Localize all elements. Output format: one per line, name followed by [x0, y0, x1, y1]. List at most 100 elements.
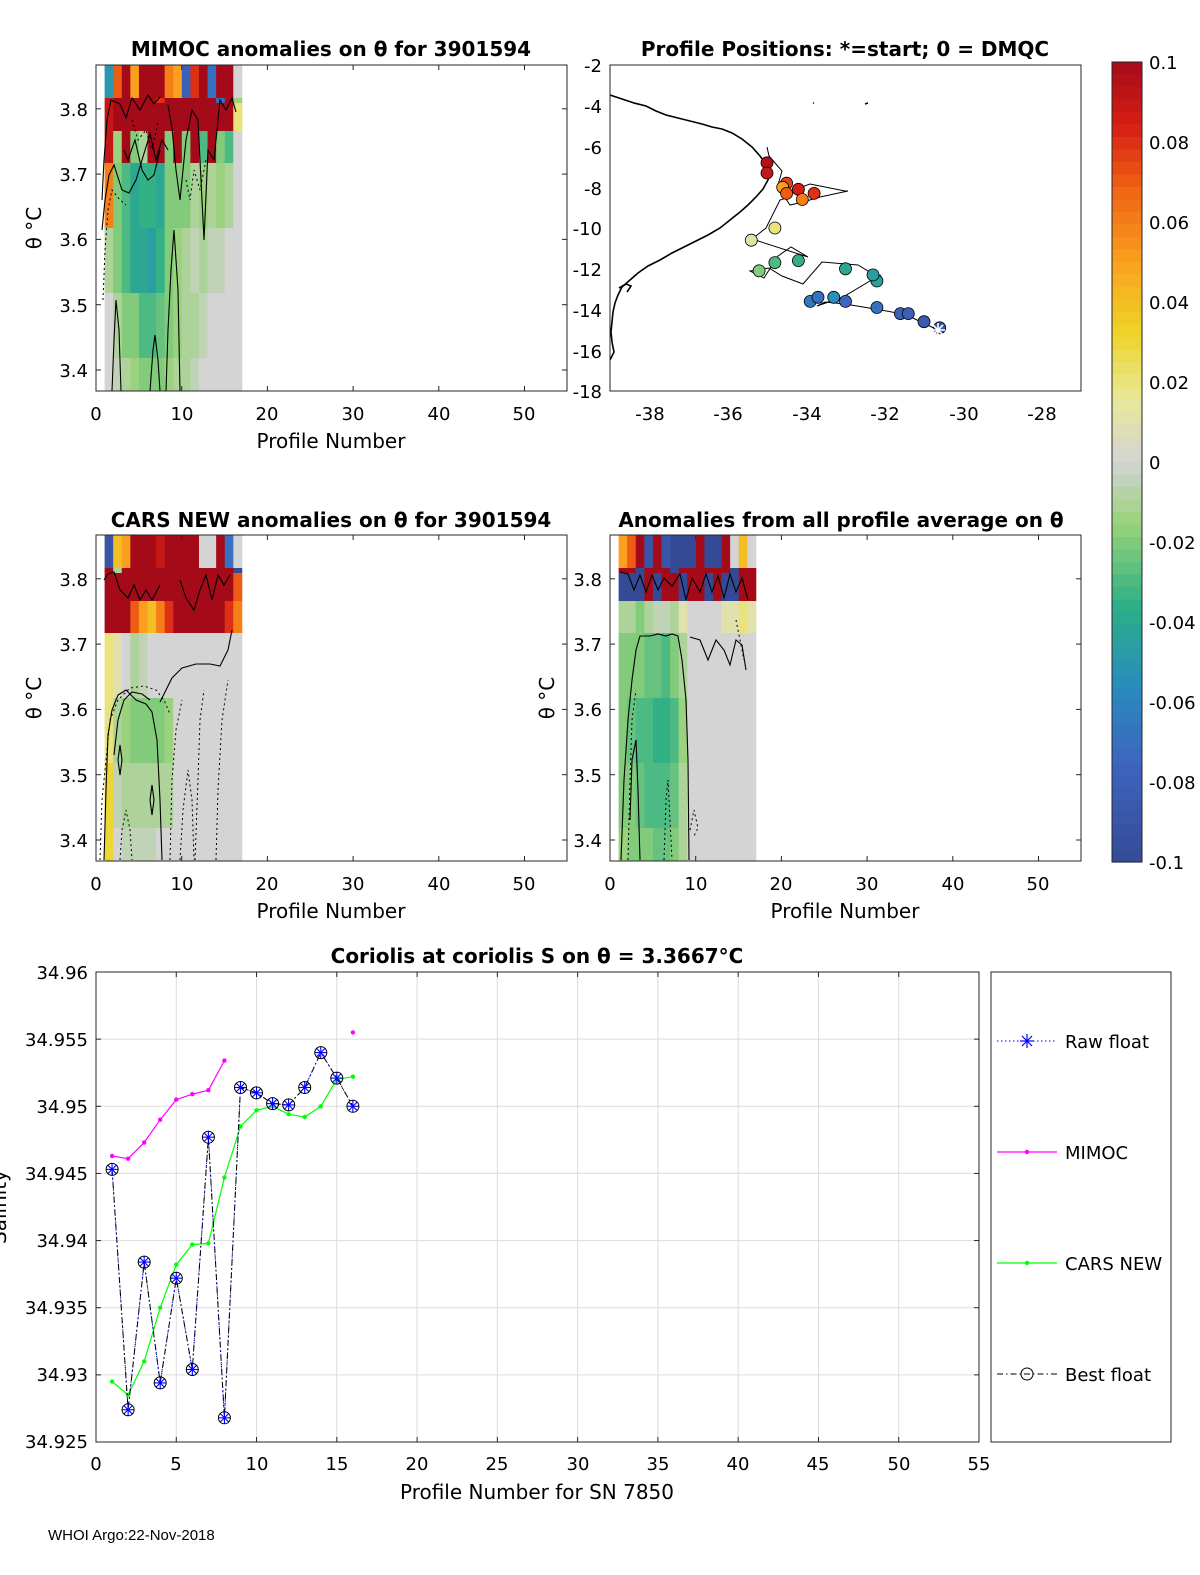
heatmap-cell — [130, 98, 140, 103]
colorbar-swatch — [1112, 837, 1142, 851]
positions-xtick: -28 — [1027, 404, 1056, 425]
heatmap-cell — [147, 763, 157, 828]
allavg-panel: Anomalies from all profile average on θ … — [535, 508, 1082, 923]
heatmap-cell — [173, 573, 183, 601]
cars-point — [350, 1074, 356, 1079]
allavg-xlabel: Profile Number — [771, 899, 921, 923]
allavg-xtick-labels: 0 10 20 30 40 50 — [604, 874, 1049, 895]
heatmap-cell — [233, 763, 243, 828]
heatmap-cell — [730, 828, 740, 861]
mimoc-ytick: 3.5 — [59, 296, 88, 317]
legend-raw-label: Raw float — [1065, 1032, 1149, 1053]
coastline — [610, 94, 869, 361]
colorbar-tick: -0.06 — [1149, 693, 1196, 714]
heatmap-cell — [181, 601, 191, 633]
heatmap-cell — [747, 573, 757, 601]
cars-point — [206, 1241, 211, 1246]
heatmap-cell — [198, 131, 208, 163]
allavg-ytick-labels: 3.4 3.5 3.6 3.7 3.8 — [573, 570, 602, 852]
heatmap-cell — [156, 163, 166, 228]
colorbar-swatch — [1112, 112, 1142, 126]
heatmap-cell — [224, 103, 234, 131]
heatmap-cell — [704, 828, 714, 861]
legend-cars-dot-icon — [1024, 1260, 1030, 1266]
heatmap-cell — [130, 698, 140, 763]
heatmap-cell — [113, 163, 123, 228]
heatmap-cell — [156, 828, 166, 861]
heatmap-cell — [687, 573, 697, 601]
profile-position-marker — [768, 221, 782, 235]
profile-position-marker — [870, 301, 884, 314]
coriolis-grid — [95, 971, 980, 1443]
profile-position-marker — [795, 193, 809, 206]
colorbar-swatch — [1112, 849, 1142, 863]
heatmap-cell — [644, 568, 654, 573]
heatmap-cell — [233, 358, 243, 391]
heatmap-cell — [712, 568, 722, 573]
heatmap-cell — [130, 293, 140, 358]
heatmap-cell — [147, 131, 157, 163]
cars-point — [286, 1112, 291, 1117]
heatmap-cell — [181, 293, 191, 358]
heatmap-cell — [173, 98, 183, 103]
heatmap-cell — [224, 573, 234, 601]
heatmap-cell — [687, 698, 697, 763]
heatmap-cell — [198, 103, 208, 131]
heatmap-cell — [156, 358, 166, 391]
colorbar-swatch — [1112, 149, 1142, 163]
positions-xtick: -30 — [949, 404, 978, 425]
heatmap-cell — [181, 358, 191, 391]
cars-point — [174, 1262, 179, 1267]
heatmap-cell — [113, 228, 123, 293]
allavg-dotted-contours — [627, 619, 745, 861]
heatmap-cell — [138, 103, 148, 131]
best-float-point — [121, 1403, 135, 1417]
heatmap-cell — [190, 358, 200, 391]
heatmap-cell — [190, 293, 200, 358]
coriolis-xtick: 50 — [888, 1454, 911, 1475]
heatmap-cell — [670, 568, 680, 573]
heatmap-cell — [173, 698, 183, 763]
heatmap-cell — [181, 763, 191, 828]
heatmap-cell — [198, 228, 208, 293]
legend-mimoc-dot-icon — [1024, 1149, 1030, 1155]
colorbar-swatch — [1112, 362, 1142, 376]
heatmap-cell — [738, 535, 748, 568]
best-float-point — [137, 1255, 151, 1269]
profile-position-marker — [780, 186, 793, 200]
heatmap-cell — [661, 633, 671, 698]
coriolis-xtick: 30 — [567, 1454, 590, 1475]
heatmap-cell — [121, 358, 131, 391]
heatmap-cell — [173, 103, 183, 131]
heatmap-cell — [678, 601, 688, 633]
heatmap-cell — [147, 828, 157, 861]
heatmap-cell — [113, 573, 123, 601]
heatmap-cell — [635, 698, 645, 763]
heatmap-cell — [164, 633, 174, 698]
footer-credit: WHOI Argo:22-Nov-2018 — [48, 1527, 215, 1544]
heatmap-cell — [224, 763, 234, 828]
raw-float-point — [123, 1405, 133, 1415]
colorbar-swatch — [1112, 174, 1142, 188]
heatmap-cell — [198, 98, 208, 103]
heatmap-cell — [224, 633, 234, 698]
cars-xtick: 10 — [171, 874, 194, 895]
heatmap-cell — [678, 535, 688, 568]
heatmap-cell — [147, 535, 157, 568]
heatmap-cell — [644, 828, 654, 861]
raw-float-point — [187, 1364, 198, 1375]
mimoc-line — [112, 1060, 225, 1160]
cars-axes-box — [95, 534, 568, 862]
heatmap-cell — [216, 131, 226, 163]
positions-ytick: -6 — [584, 138, 602, 159]
heatmap-cell — [635, 573, 645, 601]
heatmap-cell — [113, 293, 123, 358]
heatmap-cell — [224, 293, 234, 358]
heatmap-cell — [181, 568, 191, 573]
heatmap-cell — [198, 763, 208, 828]
heatmap-cell — [113, 103, 123, 131]
raw-float-point — [267, 1098, 278, 1109]
heatmap-cell — [627, 633, 637, 698]
heatmap-cell — [652, 573, 662, 601]
